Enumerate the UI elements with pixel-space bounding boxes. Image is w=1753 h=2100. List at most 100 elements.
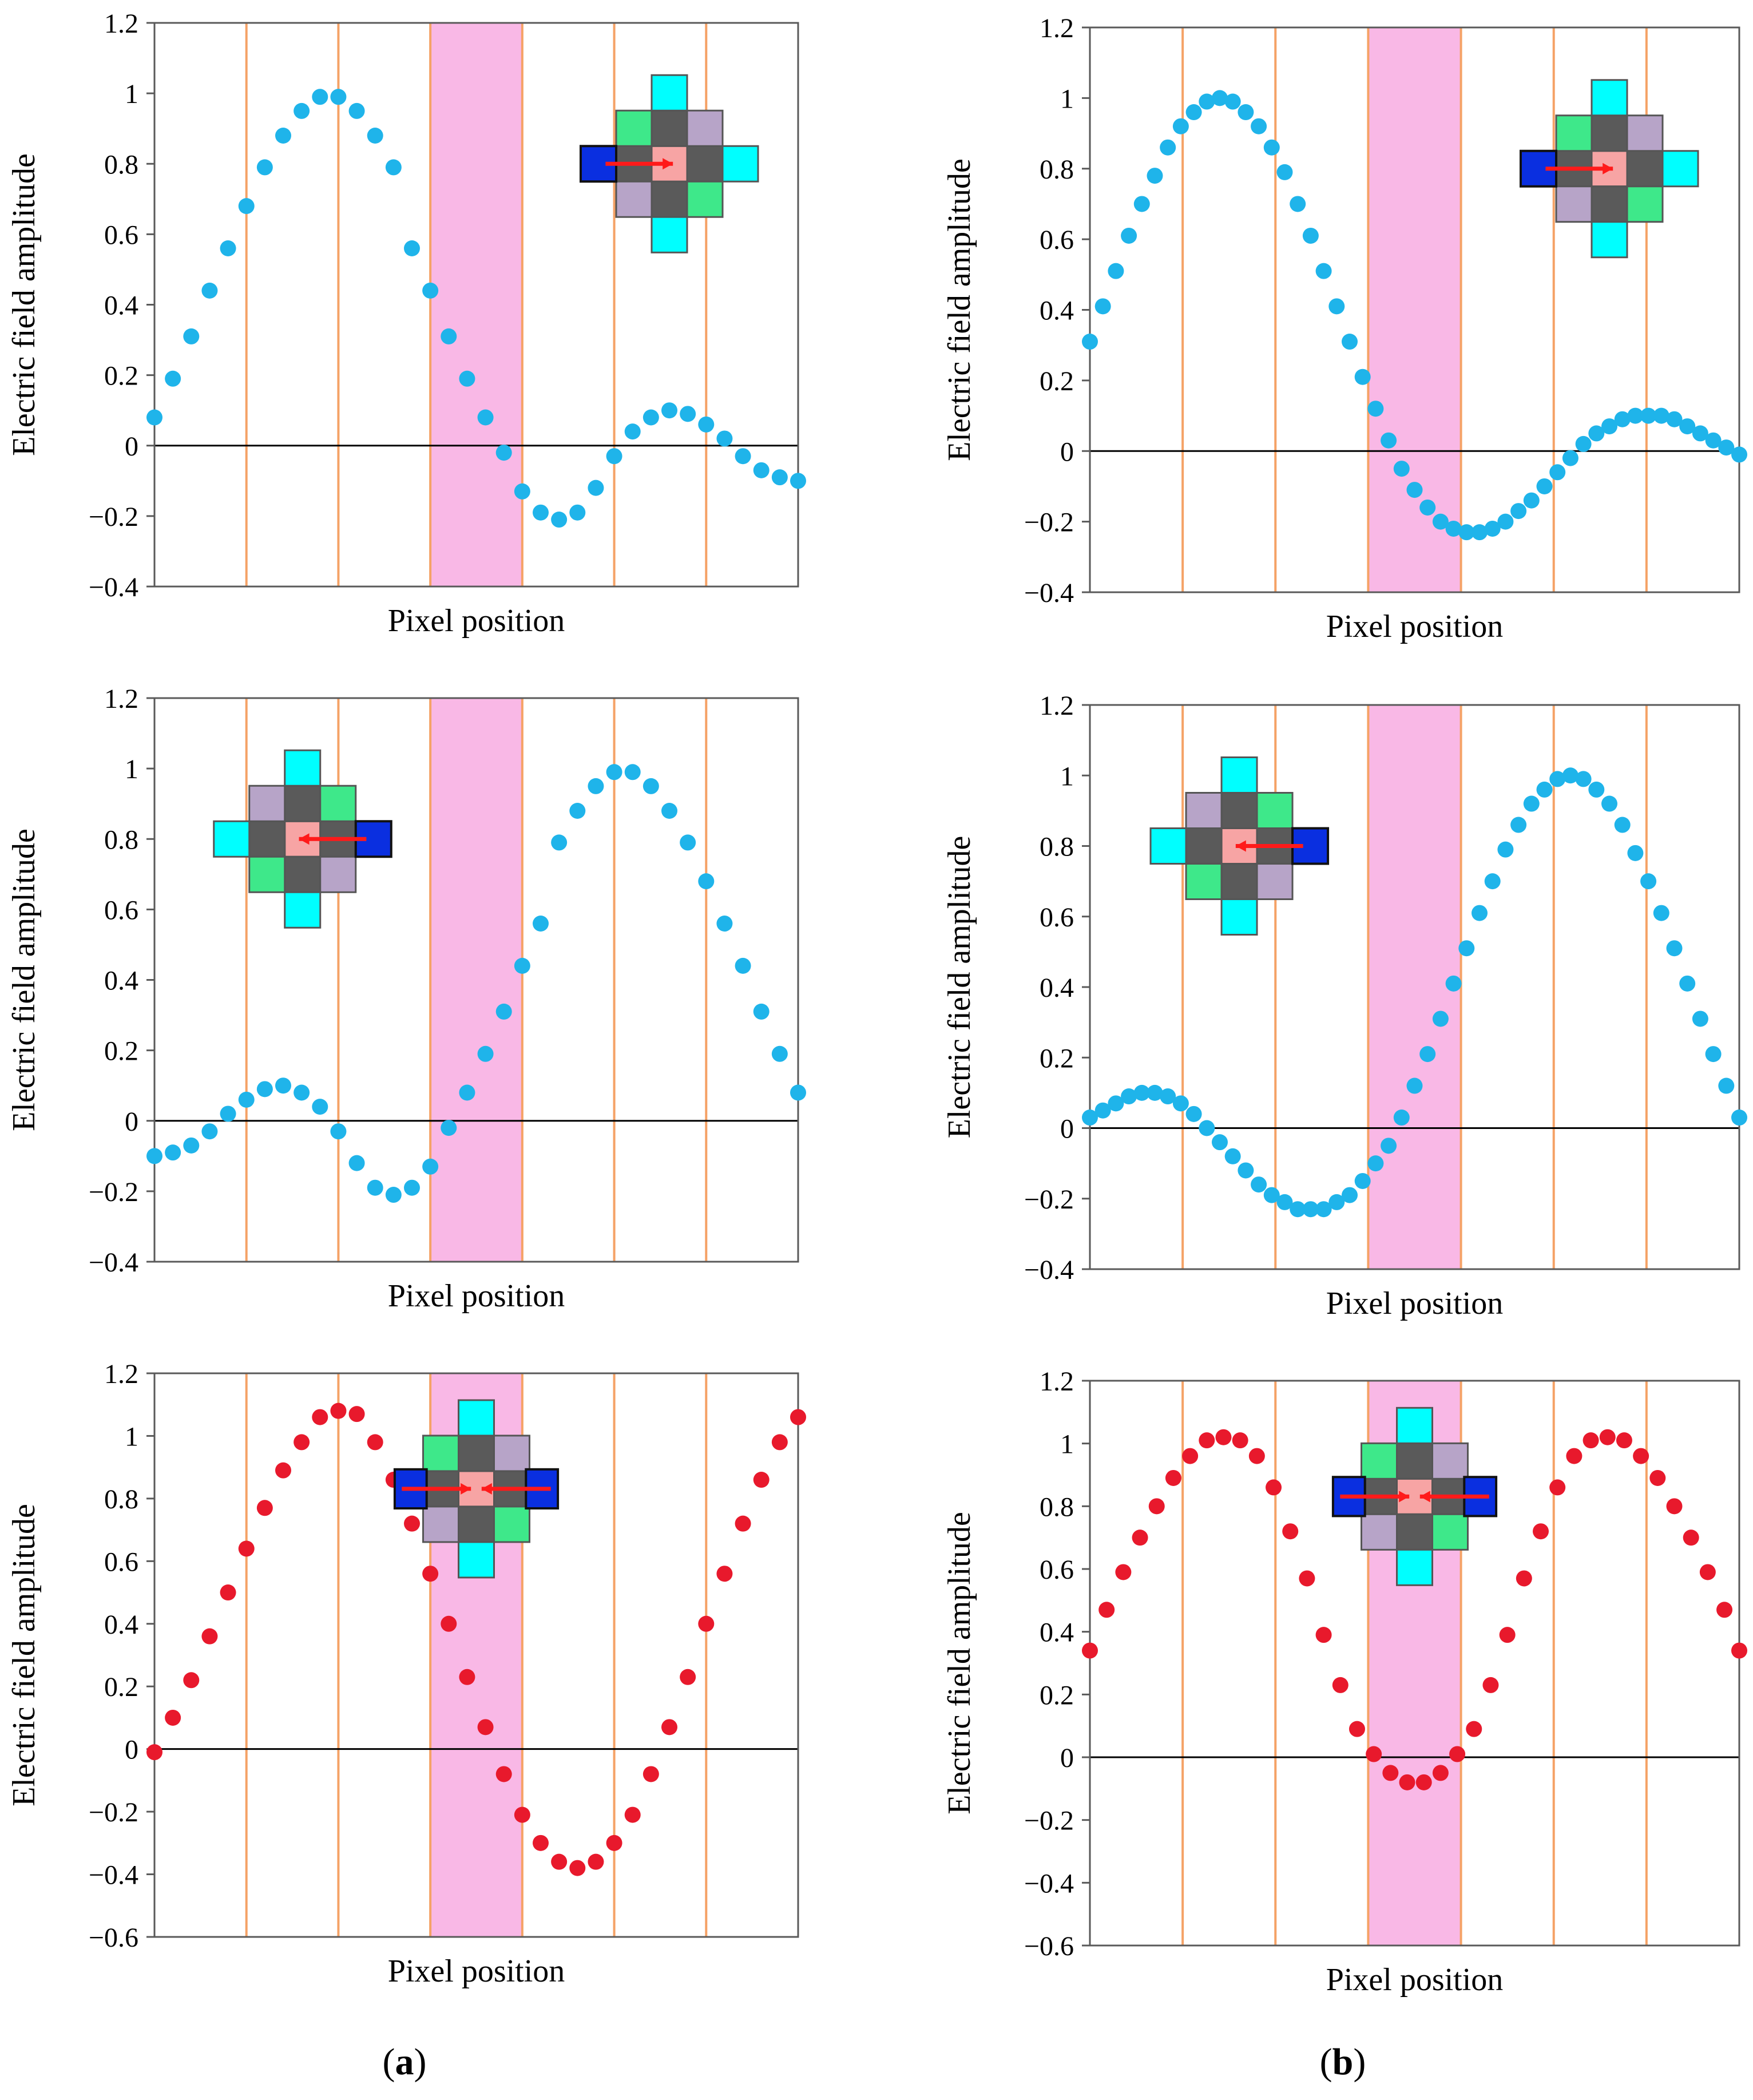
b-top-point-26 <box>1419 499 1436 516</box>
a-mid-inset-dark-1 <box>284 855 322 893</box>
b-top-point-13 <box>1251 118 1267 134</box>
a-top-ytick-label-1: 1 <box>125 79 138 109</box>
a-bot-point-33 <box>753 1472 770 1488</box>
a-mid-point-25 <box>606 764 622 780</box>
b-bot-point-36 <box>1683 1530 1699 1546</box>
a-bot-point-18 <box>477 1719 494 1736</box>
b-bot-point-17 <box>1366 1746 1382 1762</box>
a-bot-inset-corner-0 <box>422 1435 459 1472</box>
a-bot-inset-cyan-bottom <box>458 1541 495 1579</box>
a-bot-point-24 <box>588 1853 604 1870</box>
a-bot-point-7 <box>275 1462 291 1479</box>
b-mid-point-42 <box>1627 845 1644 861</box>
b-bot-point-37 <box>1699 1564 1716 1580</box>
a-bot-point-31 <box>716 1566 733 1582</box>
a-top-point-35 <box>790 473 806 489</box>
b-top-ytick-label-1: 1 <box>1060 84 1074 114</box>
a-bot-point-10 <box>330 1402 347 1419</box>
a-bot-inset <box>393 1399 560 1579</box>
b-top-ytick-label-6: 0 <box>1060 437 1074 467</box>
b-mid-ytick-label-0: 1.2 <box>1040 691 1074 721</box>
b-bot-point-10 <box>1248 1448 1265 1464</box>
chart-a-bot: 1.2 1 0.8 0.6 0.4 0.2 0 −0.2 −0.4 −0.6 Pixel posit… <box>6 1359 806 1989</box>
a-top-point-30 <box>698 416 715 433</box>
a-mid-point-20 <box>514 957 530 974</box>
b-top-point-32 <box>1497 513 1514 530</box>
b-top-point-15 <box>1276 164 1293 180</box>
b-mid-point-6 <box>1160 1088 1176 1105</box>
b-mid-point-16 <box>1290 1201 1306 1218</box>
a-top-point-7 <box>275 128 291 144</box>
b-bot-ylabel: Electric field amplitude <box>942 1512 977 1814</box>
a-top-point-3 <box>201 282 218 299</box>
a-top-inset-cyan-top <box>651 74 688 112</box>
a-bot-point-27 <box>642 1766 659 1782</box>
a-bot-xlabel: Pixel position <box>388 1954 565 1989</box>
a-top-point-13 <box>385 159 402 176</box>
b-mid-ytick-label-7: −0.2 <box>1024 1184 1074 1215</box>
b-mid-ytick-label-8: −0.4 <box>1024 1255 1074 1285</box>
b-mid-inset-corner-0 <box>1185 792 1223 829</box>
a-bot-point-35 <box>790 1409 806 1425</box>
a-mid-inset-cyan-left <box>213 820 251 858</box>
b-mid-point-9 <box>1199 1120 1215 1136</box>
a-bot-point-20 <box>514 1806 530 1823</box>
a-bot-point-28 <box>661 1719 677 1736</box>
b-top-ytick-label-4: 0.4 <box>1040 296 1074 326</box>
a-mid-inset-corner-1 <box>319 784 357 822</box>
a-bot-point-32 <box>735 1515 751 1532</box>
b-mid-point-12 <box>1238 1162 1254 1179</box>
b-mid-point-20 <box>1342 1187 1358 1203</box>
b-bot-point-29 <box>1566 1448 1583 1464</box>
b-bot-inset-dark-0 <box>1396 1442 1433 1480</box>
b-top-ytick-label-7: −0.2 <box>1024 508 1074 538</box>
a-mid-point-21 <box>533 916 549 932</box>
b-bot-point-22 <box>1449 1746 1466 1762</box>
b-bot-point-25 <box>1499 1627 1516 1643</box>
a-mid-point-27 <box>642 778 659 794</box>
a-top-inset-corner-2 <box>615 180 653 218</box>
a-top-inset-corner-1 <box>686 109 724 147</box>
b-top-point-44 <box>1653 407 1669 424</box>
b-bot-ytick-label-1: 1 <box>1060 1429 1074 1460</box>
b-bot-point-6 <box>1182 1448 1199 1464</box>
b-mid-xlabel: Pixel position <box>1326 1286 1504 1321</box>
a-top-ytick-label-2: 0.8 <box>104 149 138 180</box>
b-bot-inset-cyan-top <box>1396 1406 1433 1444</box>
b-top-point-18 <box>1315 263 1332 279</box>
b-mid-point-38 <box>1575 771 1592 787</box>
a-top-point-18 <box>477 409 494 426</box>
a-mid-ytick-label-7: −0.2 <box>89 1177 138 1207</box>
b-top-ytick-label-5: 0.2 <box>1040 366 1074 397</box>
a-top-point-4 <box>220 240 236 256</box>
a-mid-point-30 <box>698 873 715 890</box>
a-mid-inset-corner-3 <box>319 855 357 893</box>
b-top-point-12 <box>1238 104 1254 121</box>
b-mid-point-30 <box>1472 905 1488 921</box>
b-top-point-41 <box>1614 411 1631 427</box>
a-top-inset-cyan-bottom <box>651 216 688 253</box>
b-top-point-47 <box>1692 425 1708 442</box>
b-top-point-7 <box>1172 118 1189 134</box>
b-mid-ytick-label-3: 0.6 <box>1040 902 1074 933</box>
b-bot-inset <box>1331 1406 1498 1586</box>
b-top-point-50 <box>1731 446 1747 463</box>
a-bot-point-6 <box>256 1500 273 1516</box>
b-mid-point-31 <box>1484 873 1501 890</box>
a-bot-point-14 <box>404 1515 420 1532</box>
b-mid-point-34 <box>1523 795 1540 812</box>
a-bot-point-2 <box>183 1672 200 1689</box>
b-mid-point-47 <box>1692 1011 1708 1027</box>
a-top-point-32 <box>735 448 751 465</box>
b-top-point-21 <box>1354 369 1371 385</box>
b-bot-inset-cyan-bottom <box>1396 1548 1433 1586</box>
a-top-point-8 <box>294 102 310 119</box>
a-bot-point-25 <box>606 1834 622 1851</box>
b-mid-point-18 <box>1315 1201 1332 1218</box>
b-bot-point-16 <box>1349 1721 1365 1737</box>
b-mid-point-2 <box>1108 1095 1124 1112</box>
a-bot-point-19 <box>495 1766 512 1782</box>
a-bot-ytick-label-5: 0.2 <box>104 1672 138 1702</box>
a-mid-point-0 <box>146 1148 162 1164</box>
a-bot-point-11 <box>348 1406 365 1423</box>
